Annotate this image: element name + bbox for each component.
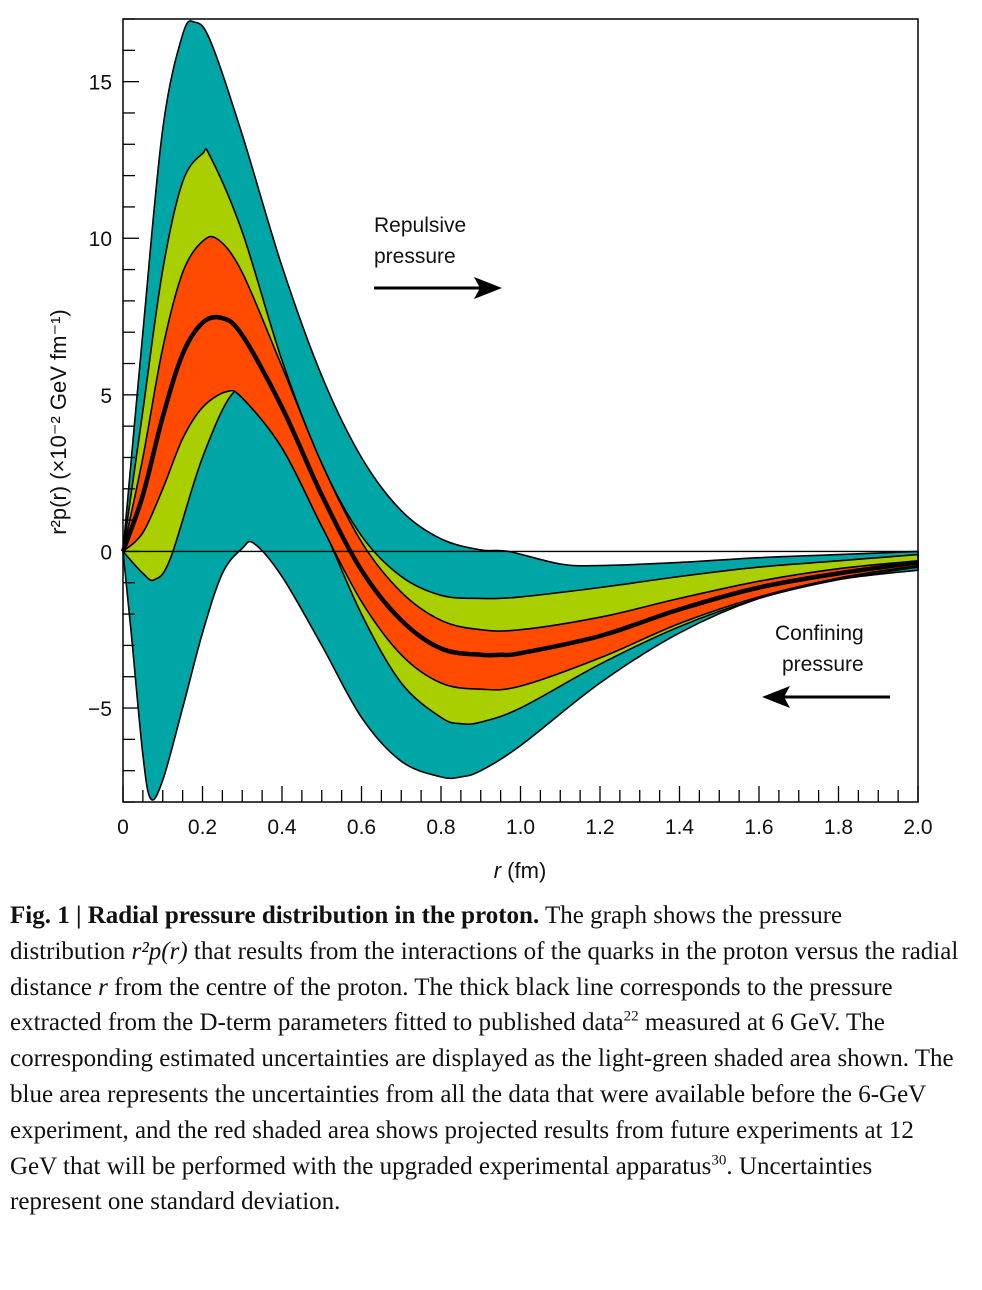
x-tick-label: 0 [117,816,129,839]
x-tick-label: 1.4 [665,816,695,839]
caption-ref-30: 30 [711,1152,727,1169]
x-tick-label: 0.6 [347,816,376,839]
x-tick-label: 1.6 [744,816,773,839]
caption-formula: r²p(r) [131,937,188,965]
x-tick-label: 1.8 [824,816,853,839]
y-tick-label: 15 [89,72,112,95]
x-tick-label: 1.2 [585,816,614,839]
annotation-confining: Confining pressure [762,622,890,708]
y-tick-label: −5 [88,698,112,721]
y-tick-label: 0 [100,541,112,564]
repulsive-label-line2: pressure [374,245,456,268]
uncertainty-bands [122,20,919,801]
axis-tick-labels: 0 0.2 0.4 0.6 0.8 1.0 1.2 1.4 1.6 1.8 2.0 −5 0 5 10 15 [88,72,933,839]
caption-text-5: . Uncertainties represent one standard d… [10,1152,873,1216]
x-axis-var: r [494,858,503,883]
x-tick-label: 1.0 [506,816,535,839]
figure-caption: Fig. 1 | Radial pressure distribution in… [10,898,960,1220]
y-axis-title: r²p(r) (×10⁻² GeV fm⁻¹) [46,309,71,535]
x-axis-title: r (fm) [494,858,547,883]
x-axis-unit: (fm) [501,858,546,883]
axis-ticks [122,18,919,803]
x-tick-label: 0.2 [188,816,217,839]
confining-label-line2: pressure [782,653,864,676]
confining-label-line1: Confining [775,622,864,645]
repulsive-label-line1: Repulsive [374,214,466,237]
pressure-chart: 0 0.2 0.4 0.6 0.8 1.0 1.2 1.4 1.6 1.8 2.0−5051015 … [46,18,933,883]
x-tick-label: 0.8 [426,816,455,839]
caption-text-1: The graph shows the pressure distributio… [10,902,843,965]
caption-ref-22: 22 [623,1009,639,1026]
caption-text-2: that results from the interactions of th… [10,937,959,1001]
caption-text-4: measured at 6 GeV. The corresponding est… [10,1009,954,1180]
y-tick-label: 10 [89,228,112,251]
x-tick-label: 0.4 [267,816,297,839]
caption-text-3: from the centre of the proton. The thick… [10,973,893,1037]
caption-label: Fig. 1 | Radial pressure distribution in… [10,902,540,929]
arrow-right-icon [374,277,502,299]
y-tick-label: 5 [100,385,112,408]
caption-var-r: r [98,973,108,1001]
arrow-left-icon [762,686,890,708]
x-tick-label: 2.0 [903,816,932,839]
annotation-repulsive: Repulsive pressure [374,214,502,299]
pressure-line [120,314,919,658]
